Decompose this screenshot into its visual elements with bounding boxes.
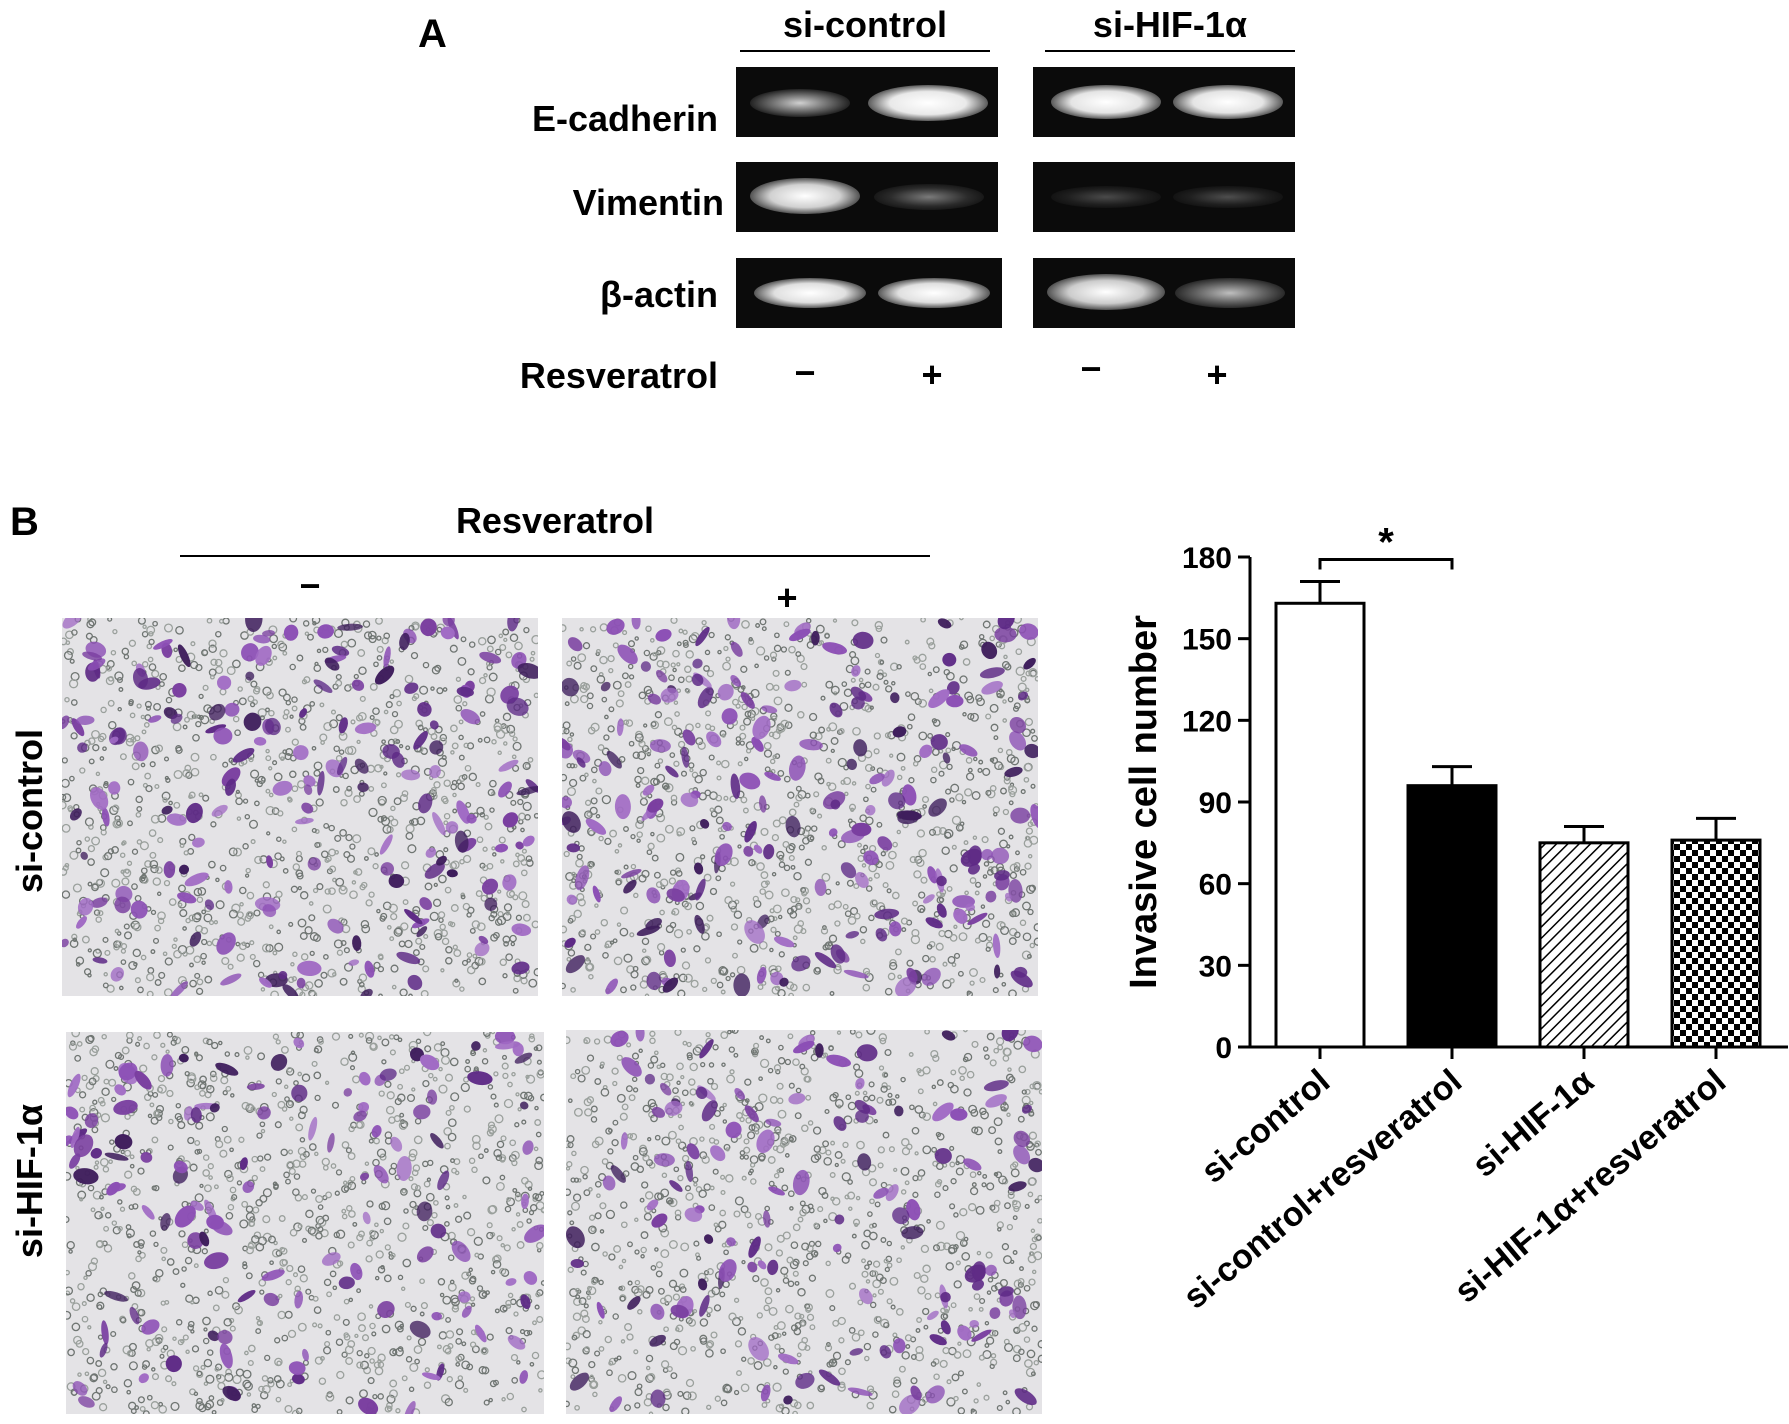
sign-a-2: + — [921, 354, 943, 395]
gel-vimentin-si-hif — [1033, 162, 1295, 232]
group-label-si-hif: si-HIF-1α — [1092, 4, 1248, 45]
y-tick-label: 180 — [1182, 542, 1232, 575]
significance-label: * — [1378, 521, 1394, 565]
band — [1175, 278, 1285, 308]
bar-1 — [1406, 784, 1498, 1049]
band — [754, 278, 866, 308]
micrograph-background — [566, 1030, 1042, 1414]
stained-cells — [566, 1030, 1042, 1414]
group-line-si-control — [740, 50, 990, 52]
treatment-label-b: Resveratrol — [455, 500, 655, 541]
gel-e-cadherin-si-hif — [1033, 67, 1295, 137]
band — [750, 89, 850, 117]
x-tick-label: si-HIF-1α — [1465, 1062, 1601, 1185]
micrograph-si-hif-minus — [66, 1032, 544, 1414]
y-tick-label: 30 — [1199, 950, 1232, 983]
micrograph-si-control-plus — [562, 618, 1038, 996]
bar-0 — [1274, 601, 1366, 1049]
micrograph-si-control-minus — [62, 618, 538, 996]
panel-a-letter: A — [418, 12, 447, 56]
row-label-e-cadherin: E-cadherin — [531, 98, 718, 139]
band — [750, 178, 860, 214]
row-label-beta-actin: β-actin — [600, 274, 718, 315]
row-label-b-si-hif: si-HIF-1α — [9, 1103, 50, 1259]
gel-beta-actin-si-control — [736, 258, 1002, 328]
y-tick-label: 120 — [1182, 705, 1232, 738]
sign-a-3: − — [1080, 348, 1102, 389]
pore-dots — [66, 1032, 544, 1414]
significance-bracket — [1318, 558, 1454, 570]
band — [868, 85, 988, 121]
treatment-label-a: Resveratrol — [519, 355, 718, 396]
row-label-vimentin: Vimentin — [572, 182, 724, 223]
stained-cells — [66, 1032, 544, 1414]
band — [878, 278, 990, 308]
panel-b-letter: B — [10, 500, 39, 544]
group-line-si-hif — [1045, 50, 1295, 52]
y-tick-label: 90 — [1199, 787, 1232, 820]
band — [1173, 85, 1283, 119]
group-label-si-control: si-control — [782, 4, 947, 45]
gel-beta-actin-si-hif — [1033, 258, 1295, 328]
band — [1051, 186, 1161, 208]
band — [874, 184, 984, 210]
bar-3 — [1670, 838, 1762, 1049]
band — [1047, 274, 1165, 310]
y-tick-label: 60 — [1199, 869, 1232, 902]
col-sign-plus: + — [776, 577, 798, 618]
gel-e-cadherin-si-control — [736, 67, 998, 137]
stained-cells — [62, 618, 538, 996]
bar-2 — [1538, 841, 1630, 1049]
sign-a-1: − — [794, 352, 816, 393]
y-tick-label: 150 — [1182, 624, 1232, 657]
row-label-b-si-control: si-control — [9, 729, 50, 894]
y-tick-label: 0 — [1215, 1032, 1232, 1065]
stained-cells — [562, 618, 1038, 996]
sign-a-4: + — [1206, 354, 1228, 395]
band — [1173, 186, 1283, 208]
band — [1051, 85, 1161, 119]
micrograph-si-hif-plus — [566, 1030, 1042, 1414]
y-axis-label: Invasive cell number — [1123, 615, 1165, 989]
col-sign-minus: − — [299, 565, 321, 606]
treatment-line-b — [180, 555, 930, 557]
gel-vimentin-si-control — [736, 162, 998, 232]
pore-dots — [562, 618, 1038, 996]
